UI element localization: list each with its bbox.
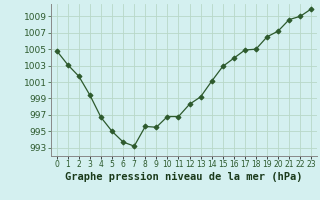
X-axis label: Graphe pression niveau de la mer (hPa): Graphe pression niveau de la mer (hPa) [65,172,303,182]
